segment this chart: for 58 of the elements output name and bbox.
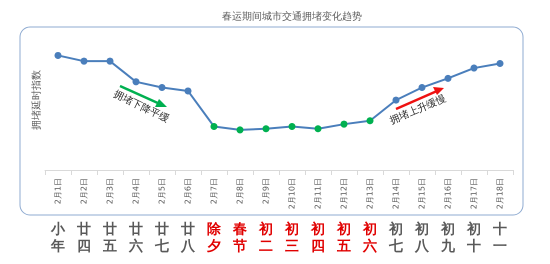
text: 初三 [284,220,299,254]
point [210,122,218,130]
point [236,126,244,134]
point [262,125,270,132]
x-tick-label: 2月7日 [210,178,218,204]
point [496,60,504,67]
text: 除夕 [206,222,222,254]
text: 十一 [492,222,507,254]
point [158,84,166,92]
chart-title: 春运期间城市交通拥堵变化趋势 [222,10,362,22]
point [444,74,452,82]
annotation: 拥堵下降平缓 [112,88,171,126]
x-tick-label: 2月15日 [418,178,426,210]
text: 廿四 [76,222,91,254]
point [80,58,88,65]
text: 初十 [466,220,481,254]
x-tick-label: 2月9日 [262,178,270,204]
point [184,87,192,94]
y-axis-title: 拥堵延时指数 [30,70,42,130]
text: 初四 [310,220,325,254]
text: 初五 [336,220,351,254]
x-tick-label: 2月4日 [132,178,140,204]
point [418,84,426,92]
x-tick-label: 2月3日 [106,178,114,204]
x-tick-label: 2月16日 [444,178,452,210]
x-tick-label: 2月6日 [184,178,192,204]
point [288,122,296,130]
text: 廿六 [128,222,143,254]
point [314,125,322,132]
point [106,58,114,65]
text: 初六 [362,220,377,254]
point [366,117,374,124]
text: 初二 [258,220,273,254]
point [470,64,478,72]
text: 春节 [232,222,247,254]
text: 廿七 [154,222,169,254]
x-tick-label: 2月17日 [470,178,478,210]
point [132,78,140,86]
x-tick-label: 2月8日 [236,178,244,204]
text: 廿八 [180,222,196,254]
x-tick-label: 2月13日 [366,178,374,210]
x-tick-label: 2月1日 [54,178,62,204]
x-tick-label: 2月12日 [340,178,348,210]
text: 初七 [388,220,403,254]
x-tick-label: 2月5日 [158,178,166,204]
point [340,120,348,128]
text: 初九 [440,220,456,254]
x-tick-label: 2月10日 [288,178,296,210]
point [54,52,62,59]
x-tick-label: 2月11日 [314,178,322,210]
x-tick-label: 2月18日 [496,178,504,210]
x-tick-label: 2月14日 [392,178,400,210]
annotation: 拥堵上升缓慢 [388,92,448,127]
text: 廿五 [102,222,117,254]
x-tick-label: 2月2日 [80,178,88,204]
text: 小年 [50,222,66,254]
text: 初八 [414,220,430,254]
point [392,96,400,104]
